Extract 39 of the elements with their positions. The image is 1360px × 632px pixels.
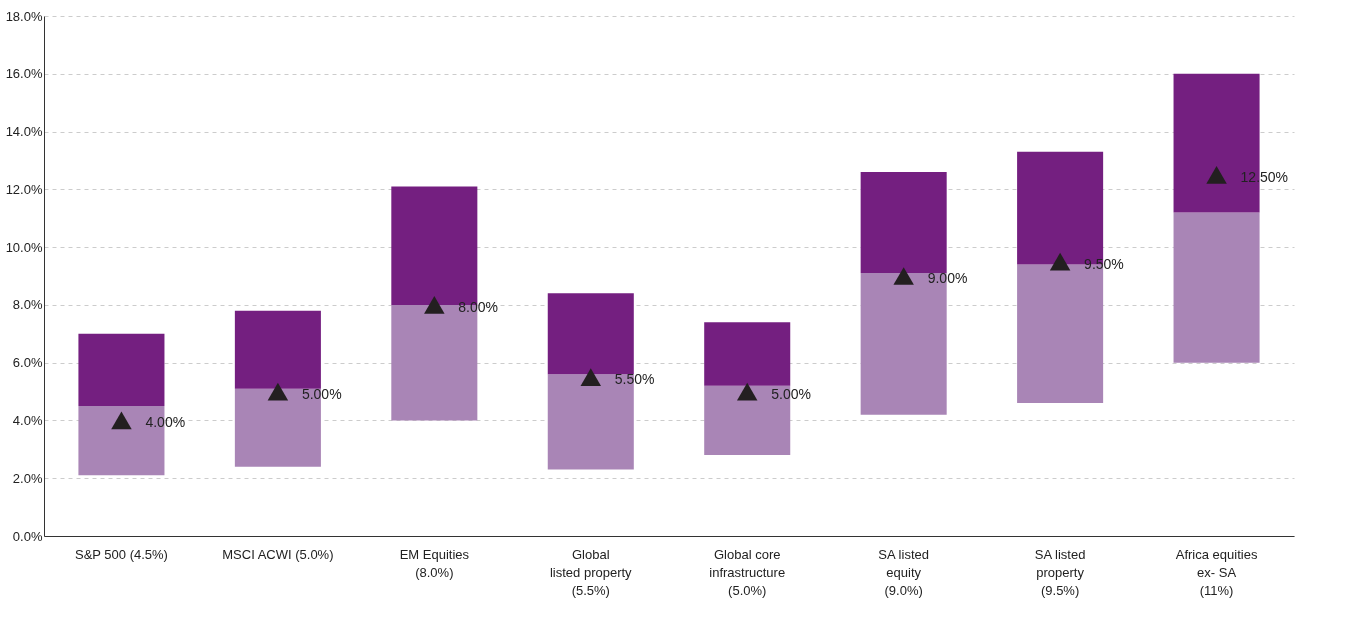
y-tick-label: 4.0% <box>12 412 43 428</box>
point <box>267 382 289 401</box>
data-label: 9.50% <box>1084 255 1124 272</box>
x-tick-label: Global listed property (5.5%) <box>549 546 633 598</box>
x-tick-label: S&P 500 (4.5%) <box>74 546 168 562</box>
y-tick-label: 0.0% <box>12 528 43 544</box>
x-tick-label: EM Equities (8.0%) <box>399 546 470 580</box>
x-tick-label: SA listed equity (9.0%) <box>878 546 929 598</box>
data-label: 4.00% <box>145 414 186 431</box>
y-tick-label: 8.0% <box>12 297 43 313</box>
data-label: 8.00% <box>458 298 499 315</box>
y-tick-label: 6.0% <box>12 355 43 371</box>
bar <box>704 322 791 386</box>
y-tick-label: 12.0% <box>5 181 43 197</box>
point <box>111 411 132 430</box>
bar <box>1173 212 1260 363</box>
x-tick-label: MSCI ACWI (5.0%) <box>222 546 334 562</box>
y-tick-label: 2.0% <box>12 470 43 486</box>
x-tick-label: Global core infrastructure (5.0%) <box>709 546 786 598</box>
y-tick-label: 16.0% <box>5 66 43 82</box>
point <box>893 267 914 285</box>
y-tick-label: 18.0% <box>5 8 43 24</box>
bar <box>78 333 165 406</box>
data-label: 5.00% <box>301 385 342 402</box>
bar <box>860 172 947 274</box>
data-label: 5.00% <box>771 385 811 402</box>
y-tick-label: 14.0% <box>5 124 43 140</box>
data-label: 5.50% <box>614 371 655 388</box>
point <box>580 368 602 386</box>
point <box>1049 252 1071 271</box>
point <box>736 382 758 401</box>
y-tick-label: 10.0% <box>5 239 43 255</box>
x-tick-label: Africa equities ex- SA (11%) <box>1175 546 1258 598</box>
point <box>1206 166 1227 184</box>
data-label: 9.00% <box>927 270 968 286</box>
x-tick-label: SA listed property (9.5%) <box>1034 546 1086 598</box>
bar <box>234 310 321 389</box>
point <box>424 296 445 314</box>
bar <box>547 293 634 375</box>
